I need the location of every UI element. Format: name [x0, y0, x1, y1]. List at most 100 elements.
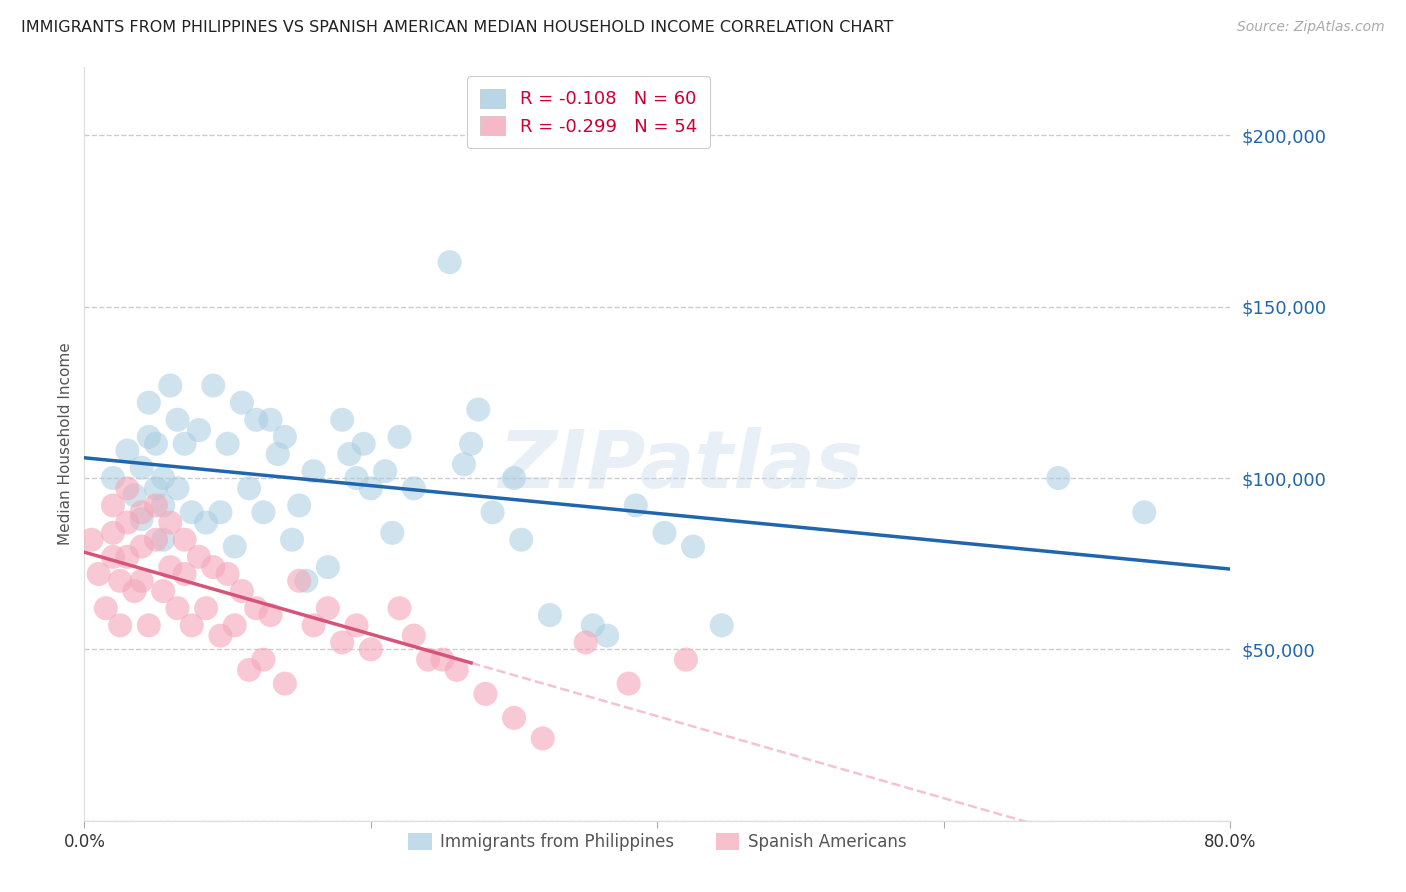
Point	[195, 516, 218, 530]
Point	[166, 481, 188, 495]
Point	[202, 378, 225, 392]
Point	[432, 652, 454, 666]
Point	[145, 499, 167, 513]
Point	[575, 635, 598, 649]
Point	[418, 652, 440, 666]
Point	[596, 629, 619, 643]
Point	[330, 413, 353, 427]
Point	[503, 711, 526, 725]
Point	[202, 560, 225, 574]
Point	[145, 533, 167, 547]
Point	[360, 481, 382, 495]
Point	[145, 437, 167, 451]
Point	[346, 618, 368, 632]
Point	[510, 533, 533, 547]
Point	[446, 663, 468, 677]
Text: Source: ZipAtlas.com: Source: ZipAtlas.com	[1237, 20, 1385, 34]
Point	[224, 540, 246, 554]
Point	[503, 471, 526, 485]
Point	[101, 471, 124, 485]
Point	[316, 601, 339, 615]
Point	[531, 731, 554, 746]
Point	[173, 437, 195, 451]
Point	[274, 430, 297, 444]
Point	[188, 549, 211, 564]
Legend: Immigrants from Philippines, Spanish Americans: Immigrants from Philippines, Spanish Ame…	[402, 826, 912, 857]
Point	[238, 663, 260, 677]
Point	[124, 584, 146, 599]
Point	[159, 516, 181, 530]
Point	[101, 499, 124, 513]
Point	[117, 549, 139, 564]
Text: IMMIGRANTS FROM PHILIPPINES VS SPANISH AMERICAN MEDIAN HOUSEHOLD INCOME CORRELAT: IMMIGRANTS FROM PHILIPPINES VS SPANISH A…	[21, 20, 893, 35]
Point	[209, 629, 232, 643]
Point	[624, 499, 647, 513]
Point	[388, 430, 411, 444]
Point	[224, 618, 246, 632]
Point	[159, 378, 181, 392]
Point	[439, 255, 461, 269]
Point	[481, 505, 503, 519]
Point	[138, 430, 160, 444]
Point	[131, 505, 153, 519]
Point	[231, 395, 253, 409]
Point	[538, 608, 561, 623]
Point	[152, 499, 174, 513]
Point	[710, 618, 733, 632]
Point	[173, 533, 195, 547]
Point	[330, 635, 353, 649]
Point	[108, 618, 131, 632]
Point	[217, 437, 239, 451]
Point	[274, 676, 297, 690]
Point	[231, 584, 253, 599]
Point	[582, 618, 605, 632]
Point	[131, 512, 153, 526]
Point	[152, 584, 174, 599]
Point	[101, 549, 124, 564]
Point	[353, 437, 375, 451]
Point	[138, 618, 160, 632]
Point	[617, 676, 640, 690]
Point	[108, 574, 131, 588]
Point	[302, 618, 325, 632]
Point	[288, 574, 311, 588]
Point	[388, 601, 411, 615]
Point	[101, 525, 124, 540]
Point	[374, 464, 396, 478]
Point	[131, 574, 153, 588]
Point	[295, 574, 318, 588]
Point	[288, 499, 311, 513]
Point	[195, 601, 218, 615]
Point	[159, 560, 181, 574]
Point	[117, 443, 139, 458]
Point	[467, 402, 489, 417]
Point	[252, 505, 274, 519]
Point	[217, 566, 239, 581]
Point	[252, 652, 274, 666]
Point	[245, 413, 267, 427]
Point	[453, 458, 475, 472]
Point	[281, 533, 304, 547]
Point	[460, 437, 482, 451]
Point	[117, 481, 139, 495]
Point	[94, 601, 117, 615]
Point	[360, 642, 382, 657]
Point	[131, 460, 153, 475]
Y-axis label: Median Household Income: Median Household Income	[58, 343, 73, 545]
Point	[1047, 471, 1070, 485]
Point	[474, 687, 496, 701]
Point	[682, 540, 704, 554]
Point	[138, 395, 160, 409]
Point	[267, 447, 290, 461]
Point	[166, 601, 188, 615]
Point	[259, 413, 281, 427]
Point	[188, 423, 211, 437]
Point	[152, 471, 174, 485]
Point	[402, 481, 425, 495]
Point	[173, 566, 195, 581]
Point	[302, 464, 325, 478]
Point	[209, 505, 232, 519]
Point	[152, 533, 174, 547]
Point	[259, 608, 281, 623]
Point	[346, 471, 368, 485]
